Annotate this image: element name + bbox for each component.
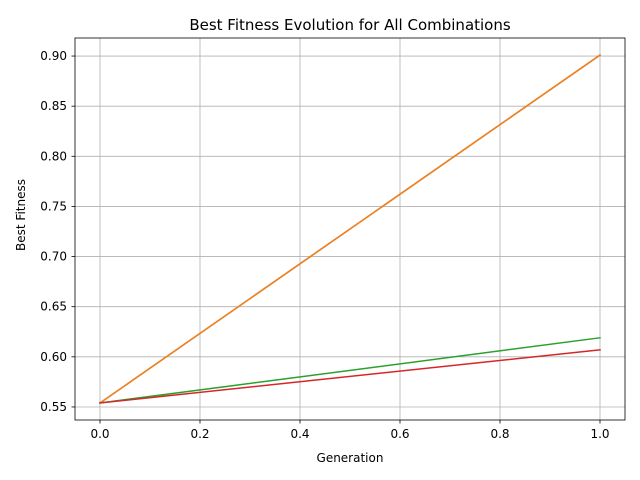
y-tick-label: 0.55	[40, 400, 67, 414]
series-line-4	[99, 348, 601, 404]
x-tick-label: 0.4	[290, 427, 309, 441]
y-axis-label: Best Fitness	[14, 179, 28, 251]
x-tick-label: 0.2	[190, 427, 209, 441]
y-tick-label: 0.80	[40, 149, 67, 163]
y-tick-label: 0.85	[40, 99, 67, 113]
y-tick-label: 0.90	[40, 49, 67, 63]
y-tick-label: 0.70	[40, 250, 67, 264]
y-tick-label: 0.60	[40, 350, 67, 364]
y-tick-label: 0.75	[40, 199, 67, 213]
series-line-3	[99, 336, 601, 404]
x-tick-label: 0.8	[490, 427, 509, 441]
x-axis-label: Generation	[317, 451, 384, 465]
grid	[75, 38, 625, 420]
x-tick-label: 0.0	[90, 427, 109, 441]
x-tick-label: 1.0	[590, 427, 609, 441]
y-tick-label: 0.65	[40, 300, 67, 314]
series-line-2	[98, 53, 602, 405]
series-lines	[98, 53, 602, 405]
axis-ticks: 0.0 0.2 0.4 0.6 0.8 1.0 0.55 0.60 0.65 0.70 0.75 0.…	[40, 49, 609, 441]
x-tick-label: 0.6	[390, 427, 409, 441]
plot-frame	[74, 37, 626, 421]
chart-title: Best Fitness Evolution for All Combinati…	[189, 16, 511, 34]
